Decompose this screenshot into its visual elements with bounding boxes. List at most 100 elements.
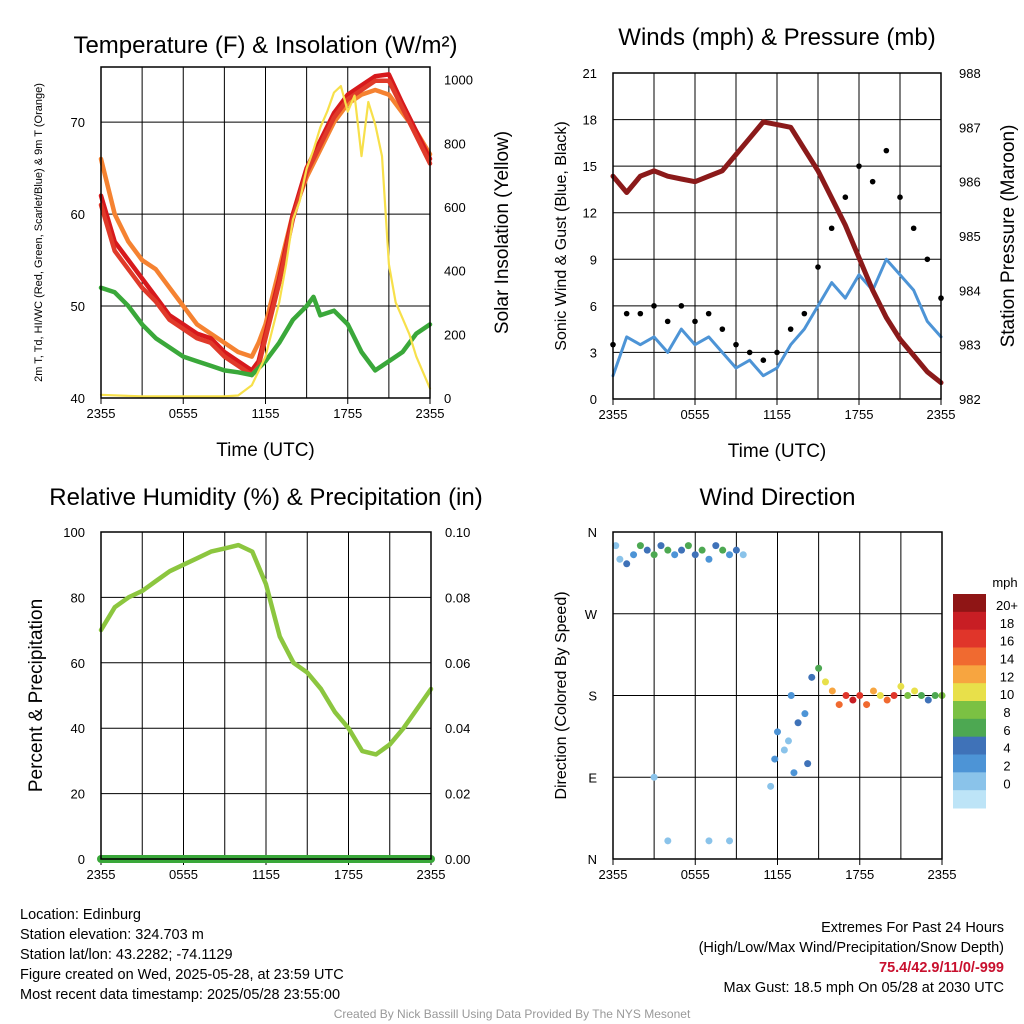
panel-1: 2355 0555 1155 1755 2355 Temperature (F) & In… [33,32,513,461]
panel-2: 2355 0555 1155 1755 2355 Winds (mph) & Pressu… [553,24,1019,462]
gust-point [623,310,630,317]
direction-point [790,769,798,777]
y2-tick-label: 600 [444,200,466,215]
direction-point [804,760,812,768]
y-tick-label: 40 [71,391,85,406]
y-tick-label: 20 [71,787,85,802]
direction-point [780,746,788,754]
x-tick-label: 2355 [417,867,446,882]
y-tick-label: 100 [63,525,85,540]
y2-tick-label: 983 [959,338,981,353]
gust-point [869,178,876,185]
y2-tick-label: 986 [959,175,981,190]
gust-point [828,225,835,232]
legend-swatch [953,594,986,613]
location-text: Location: Edinburg [20,907,141,923]
direction-point [623,560,631,568]
station-info: Location: Edinburg Station elevation: 32… [20,905,344,1005]
x-tick-label: 0555 [169,867,198,882]
gust-point [678,303,685,309]
y2-tick-label: 984 [959,283,981,298]
direction-point [650,773,658,781]
direction-point [904,692,912,699]
direction-point [869,687,877,695]
y-axis-label: Percent & Precipitation [26,599,47,792]
y2-tick-label: 988 [959,66,981,81]
y-tick-label: N [588,525,597,540]
direction-point [856,692,864,699]
created-text: Figure created on Wed, 2025-05-28, at 23… [20,967,344,983]
plot-frame [100,531,432,860]
x-tick-label: 2355 [87,406,116,421]
gust-point [651,303,657,309]
gust-point [637,310,644,317]
latlon-text: Station lat/lon: 43.2282; -74.1129 [20,947,233,963]
direction-point [698,546,706,554]
legend-label: 16 [1000,634,1014,649]
direction-point [808,673,816,681]
series-line-2m-td [98,285,433,378]
y-tick-label: 18 [583,113,597,128]
direction-point [616,555,624,563]
direction-point [684,542,692,550]
x-tick-label: 1755 [845,407,874,422]
direction-point [664,837,672,845]
direction-point [630,551,638,559]
panel-title: Winds (mph) & Pressure (mb) [618,24,935,51]
gust-point [787,326,794,332]
y-axis-label: Direction (Colored By Speed) [553,591,570,799]
gust-point [746,349,753,356]
direction-point [917,692,925,699]
legend-label: 2 [1003,759,1010,774]
legend-label: 10 [1000,687,1014,702]
direction-point [815,664,823,672]
gust-point [719,326,726,332]
direction-point [705,837,713,845]
series-line-hi-wc [98,78,433,378]
y-axis-label: Sonic Wind & Gust (Blue, Black) [553,121,570,350]
direction-point [612,542,620,550]
legend-label: 6 [1003,723,1010,738]
gust-point [774,349,780,356]
meteogram-figure: 2355 0555 1155 1755 2355 Temperature (F) & In… [26,24,1019,882]
x-tick-label: 1755 [333,406,362,421]
extremes-values: 75.4/42.9/11/0/-999 [879,960,1004,976]
series-line-sonic-wind [611,257,943,378]
legend-label: 14 [1000,652,1014,667]
legend-label: 12 [1000,669,1014,684]
direction-point [849,696,857,704]
legend-title: mph [992,575,1017,590]
direction-point [678,546,686,554]
direction-point [643,546,651,554]
x-tick-label: 2355 [87,867,116,882]
direction-point [794,719,802,727]
extremes-info: Extremes For Past 24 Hours (High/Low/Max… [699,918,1004,998]
y2-tick-label: 800 [444,136,466,151]
direction-point [801,710,809,718]
plot-frame [612,72,942,400]
y2-axis-label: Station Pressure (Maroon) [998,125,1019,348]
direction-point [739,551,747,559]
direction-point [650,551,658,559]
y2-tick-label: 985 [959,229,981,244]
direction-point [897,682,905,690]
direction-point [883,696,891,704]
gust-point [733,341,739,348]
legend-label: 20+ [996,598,1018,613]
gust-point [897,194,903,200]
direction-point [863,701,871,709]
y-tick-label: 80 [71,590,85,605]
x-tick-label: 1155 [764,867,792,882]
gust-point [664,318,671,325]
direction-point [767,782,775,790]
legend-swatch [953,629,986,648]
direction-point [671,551,679,559]
y2-tick-label: 0.00 [445,852,470,867]
gust-point [924,256,931,263]
direction-point [784,737,792,745]
gust-point [883,147,890,154]
speed-legend: mph 20+ 18 16 14 12 10 8 6 4 2 0 [953,575,1018,809]
x-axis-label: Time (UTC) [216,440,315,461]
x-tick-label: 1755 [845,867,874,882]
panel-4: 2355 0555 1155 1755 2355 Wind Direction N E S W N D… [553,484,956,882]
